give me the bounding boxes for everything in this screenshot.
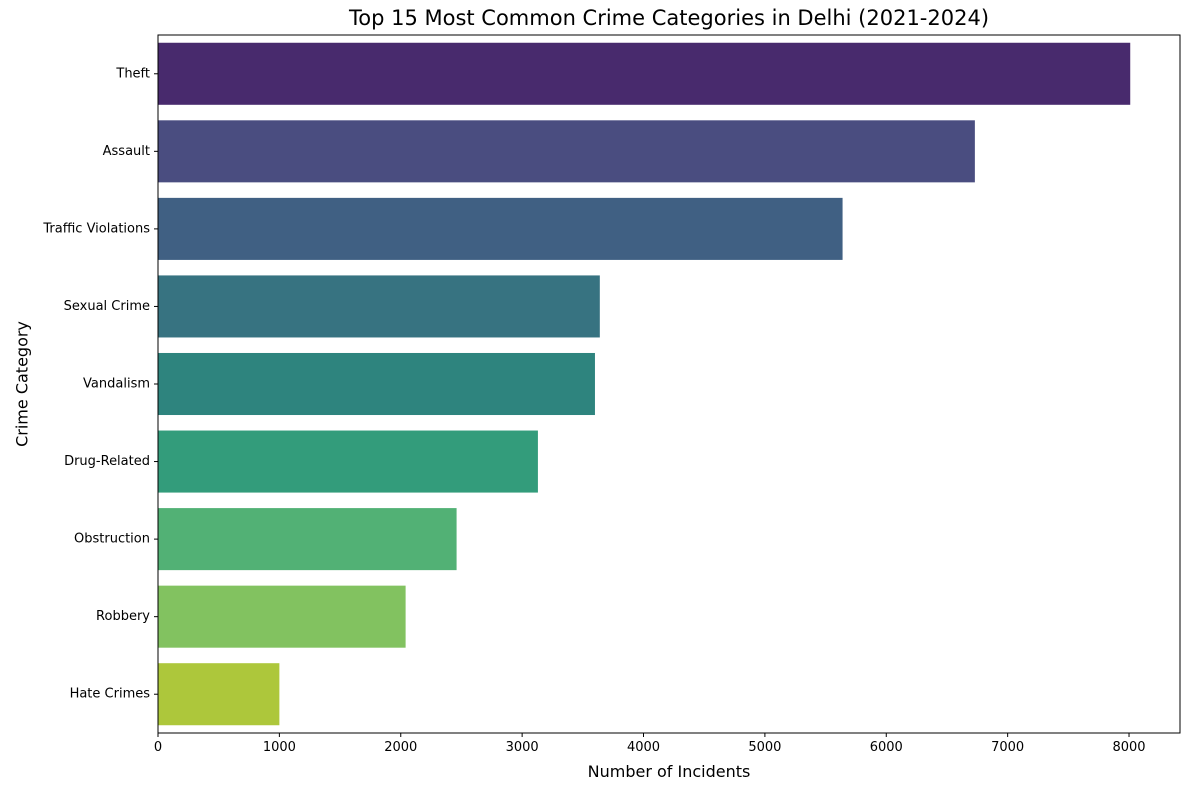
x-tick-label: 2000 bbox=[384, 740, 417, 755]
plot-frame bbox=[157, 34, 1181, 734]
bars-group bbox=[158, 42, 1131, 726]
bar-theft bbox=[158, 42, 1131, 105]
x-axis-title: Number of Incidents bbox=[588, 762, 751, 781]
y-axis-title: Crime Category bbox=[13, 321, 32, 447]
x-tick-label: 5000 bbox=[748, 740, 781, 755]
x-tick-label: 6000 bbox=[870, 740, 903, 755]
x-tick-label: 1000 bbox=[263, 740, 296, 755]
y-axis-ticks: Theft Assault Traffic Violations Sexual Cri… bbox=[42, 66, 158, 702]
x-tick-label: 7000 bbox=[991, 740, 1024, 755]
bar-drug-related bbox=[158, 430, 538, 493]
bar-obstruction bbox=[158, 508, 457, 571]
y-tick-label: Robbery bbox=[96, 609, 150, 624]
y-tick-label: Obstruction bbox=[74, 532, 150, 547]
y-tick-label: Hate Crimes bbox=[70, 687, 151, 702]
bar-hate-crimes bbox=[158, 663, 280, 726]
y-tick-label: Theft bbox=[115, 66, 150, 81]
x-axis-ticks: 0 1000 2000 3000 4000 5000 6000 7000 8000 bbox=[154, 733, 1146, 755]
y-tick-label: Assault bbox=[103, 144, 150, 159]
y-tick-label: Traffic Violations bbox=[42, 221, 150, 236]
bar-traffic-violations bbox=[158, 197, 843, 260]
y-tick-label: Sexual Crime bbox=[64, 299, 150, 314]
x-tick-label: 4000 bbox=[627, 740, 660, 755]
y-tick-label: Drug-Related bbox=[64, 454, 150, 469]
bar-vandalism bbox=[158, 352, 595, 416]
chart-title: Top 15 Most Common Crime Categories in D… bbox=[348, 6, 989, 30]
x-tick-label: 0 bbox=[154, 740, 162, 755]
bar-sexual-crime bbox=[158, 275, 600, 338]
bar-assault bbox=[158, 120, 975, 183]
x-tick-label: 8000 bbox=[1112, 740, 1145, 755]
y-tick-label: Vandalism bbox=[83, 377, 150, 392]
bar-robbery bbox=[158, 585, 406, 648]
x-tick-label: 3000 bbox=[506, 740, 539, 755]
